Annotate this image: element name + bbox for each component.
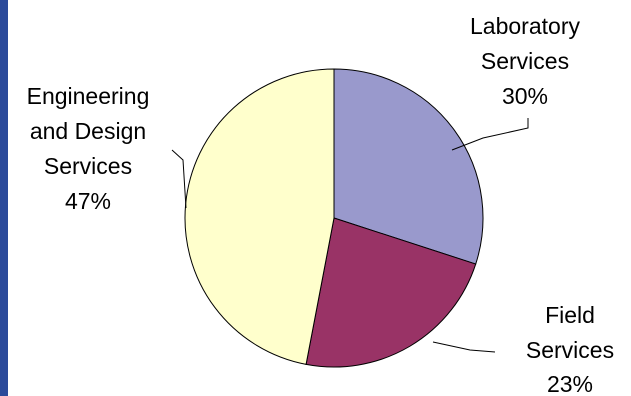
pie-slice-field-services (305, 217, 477, 368)
slice-label-laboratory-services: Laboratory Services 30% (470, 13, 580, 109)
slice-name-line: Engineering (27, 83, 150, 109)
pie-slice-laboratory-services (333, 68, 484, 265)
leader-lines (171, 118, 529, 353)
slice-name-line: and Design (30, 118, 146, 144)
slice-label-engineering-design-services: Engineering and Design Services 47% (27, 83, 150, 214)
slide-accent-bar (0, 0, 8, 396)
slice-percent-label: 23% (547, 371, 593, 396)
pie-slices (184, 68, 484, 368)
leader-line-field-services (432, 341, 496, 353)
slice-percent-label: 47% (65, 188, 111, 214)
slice-name-line: Laboratory (470, 13, 580, 39)
slice-percent-label: 30% (502, 83, 548, 109)
slice-name-line: Services (526, 337, 614, 363)
slice-name-line: Services (44, 153, 132, 179)
leader-line-laboratory-services (451, 118, 529, 151)
pie-slice-engineering-design-services (184, 68, 335, 365)
leader-line-engineering-design-services (171, 149, 187, 209)
slice-name-line: Field (545, 302, 595, 328)
slice-label-field-services: Field Services 23% (526, 302, 614, 396)
slice-name-line: Services (481, 48, 569, 74)
